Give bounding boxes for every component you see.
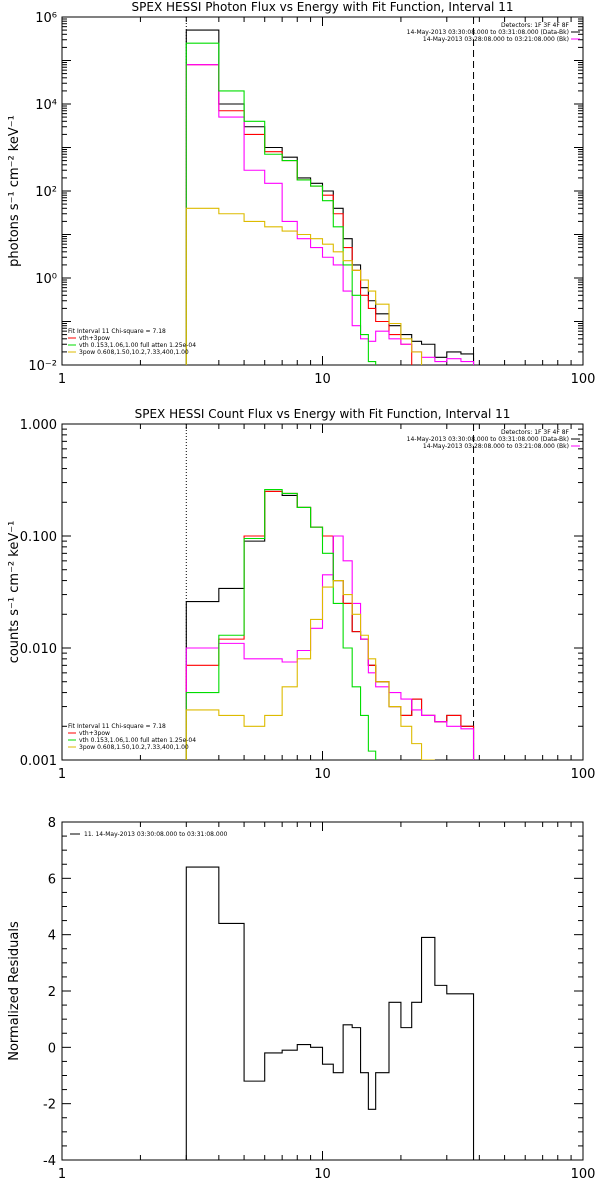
y-tick-label: 2 — [48, 985, 56, 1000]
legend-text: 3pow 0.608,1.50,10.2,7.33,400,1.00 — [79, 744, 189, 751]
series-1-line — [185, 866, 475, 1160]
header-text: Detectors: 1F 3F 4F 8F — [501, 22, 570, 29]
y-axis-label: photons s⁻¹ cm⁻² keV⁻¹ — [7, 115, 22, 267]
x-tick-label: 1 — [58, 767, 66, 782]
series-3-line — [185, 64, 475, 365]
chart-title: SPEX HESSI Count Flux vs Energy with Fit… — [135, 407, 511, 421]
y-tick-label: 10⁶ — [35, 11, 57, 26]
header-text: Detectors: 1F 3F 4F 8F — [501, 429, 570, 436]
legend-text: Fit Interval 11 Chi-square = 7.18 — [68, 328, 166, 335]
x-tick-label: 100 — [571, 372, 596, 387]
plot-frame — [61, 821, 584, 1161]
series-5-line — [185, 207, 436, 365]
series-3-line — [185, 535, 475, 760]
series-1-line — [185, 490, 475, 760]
header-text: 14-May-2013 03:30:08.000 to 03:31:08.000… — [407, 29, 569, 36]
series-4-line — [185, 42, 390, 365]
x-tick-label: 1 — [58, 1167, 66, 1182]
legend-text: Fit Interval 11 Chi-square = 7.18 — [68, 723, 166, 730]
x-tick-label: 10 — [314, 372, 331, 387]
y-tick-label: 6 — [48, 872, 56, 887]
y-tick-label: 10⁻² — [28, 359, 57, 374]
series-2-line — [185, 64, 413, 365]
y-tick-label: 0.010 — [20, 642, 57, 657]
y-tick-label: 0 — [48, 1041, 56, 1056]
legend-text: vth+3pow — [79, 730, 110, 737]
header-text: 14-May-2013 03:30:08.000 to 03:31:08.000… — [407, 436, 569, 443]
y-tick-label: 8 — [48, 816, 56, 831]
y-tick-label: 10⁴ — [35, 98, 57, 113]
series-5-line — [185, 580, 435, 760]
legend-text: 3pow 0.608,1.50,10.2,7.33,400,1.00 — [79, 349, 189, 356]
header-text: 14-May-2013 03:28:08.000 to 03:21:08.000… — [423, 443, 569, 450]
y-tick-label: 10² — [35, 185, 57, 200]
series-4-line — [185, 488, 377, 760]
y-tick-label: -4 — [43, 1154, 56, 1169]
chart-1: 1 10 100 10⁻² 10⁰ 10² 10⁴ 10⁶ SPEX HESSI Photon … — [7, 0, 595, 387]
x-tick-label: 10 — [314, 767, 331, 782]
y-axis-label: Normalized Residuals — [7, 921, 22, 1061]
legend-text: vth+3pow — [79, 335, 110, 342]
header-text: 14-May-2013 03:28:08.000 to 03:21:08.000… — [423, 36, 569, 43]
legend-text: vth 0.153,1.06,1.00 full atten 1.25e-04 — [79, 342, 196, 349]
x-tick-label: 1 — [58, 372, 66, 387]
series-1-line — [185, 29, 475, 365]
x-tick-label: 100 — [571, 767, 596, 782]
y-tick-label: 0.100 — [20, 530, 57, 545]
chart-3: 1 10 100 -4 -2 0 2 4 6 8 Normalized Residuals 11. 1… — [7, 816, 595, 1182]
chart-title: SPEX HESSI Photon Flux vs Energy with Fi… — [132, 0, 514, 14]
legend-text: 11. 14-May-2013 03:30:08.000 to 03:31:08… — [84, 831, 228, 838]
y-tick-label: 4 — [48, 929, 56, 944]
y-axis-label: counts s⁻¹ cm⁻² keV⁻¹ — [7, 521, 22, 664]
y-tick-label: 1.000 — [20, 418, 57, 433]
x-tick-label: 100 — [571, 1167, 596, 1182]
x-tick-label: 10 — [314, 1167, 331, 1182]
y-tick-label: 10⁰ — [35, 272, 57, 287]
y-tick-label: -2 — [43, 1098, 56, 1113]
legend-text: vth 0.153,1.06,1.00 full atten 1.25e-04 — [79, 737, 196, 744]
chart-2: 1 10 100 0.001 0.010 0.100 1.000 SPEX HESSI Cou… — [7, 407, 595, 782]
series-2-line — [185, 490, 475, 760]
y-tick-label: 0.001 — [20, 754, 57, 769]
